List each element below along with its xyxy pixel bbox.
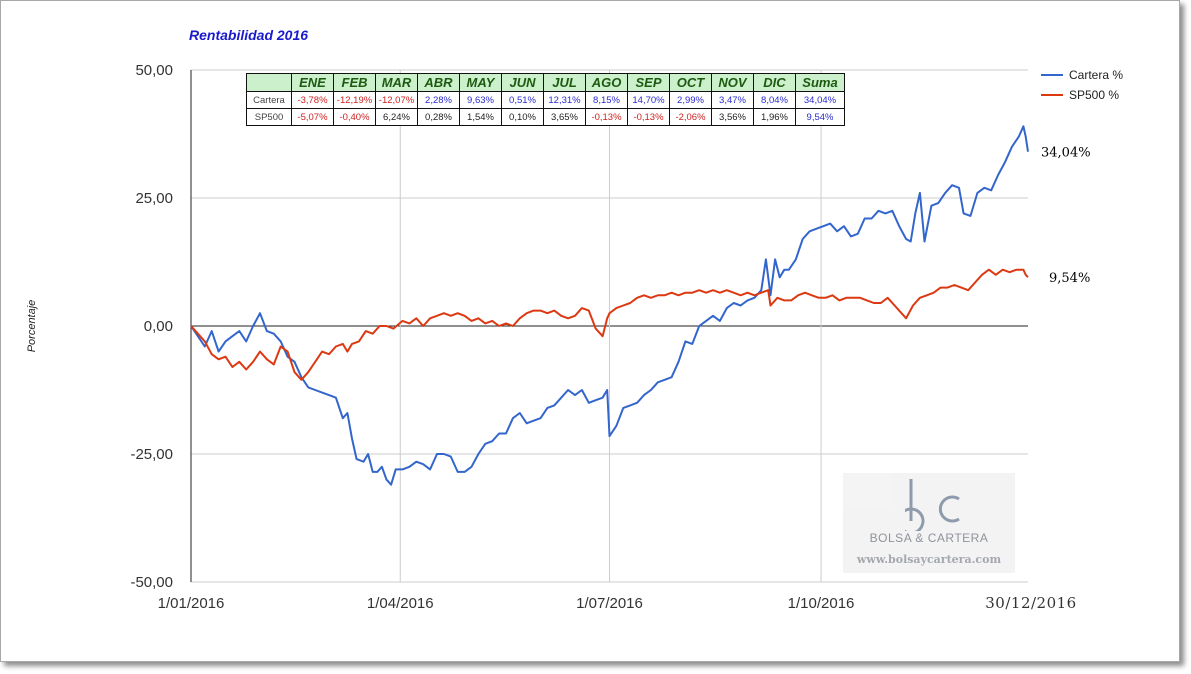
table-header-cell: MAY (459, 73, 502, 92)
table-header-cell: ENE (291, 73, 334, 92)
table-row: SP500 -5,07% -0,40% 6,24% 0,28% 1,54% 0,10% 3,6… (246, 108, 845, 126)
series-line-sp500 (190, 268, 1029, 381)
table-cell: 1,54% (459, 108, 502, 126)
legend: Cartera % SP500 % (1041, 68, 1123, 102)
table-cell: -0,40% (333, 108, 376, 126)
table-row: Cartera -3,78% -12,19% -12,07% 2,28% 9,63% 0,5… (246, 91, 845, 109)
end-value-label: 9,54% (1049, 271, 1090, 286)
legend-label: SP500 % (1069, 88, 1119, 102)
y-tick-label: 50,00 (135, 62, 173, 79)
axes: 50,00 25,00 0,00 -25,00 -50,00 1/01/2016 1/04/… (130, 62, 1076, 612)
series-lines (190, 125, 1029, 486)
table-header-cell: JUL (543, 73, 586, 92)
chart-frame: Rentabilidad 2016 Porcentaje 50,00 25,00 0… (0, 0, 1180, 662)
table-header-cell: SEP (627, 73, 670, 92)
monthly-returns-table: ENE FEB MAR ABR MAY JUN JUL AGO SEP OCT NOV DIC Suma… (246, 73, 845, 126)
x-tick-label: 1/01/2016 (158, 595, 225, 612)
table-cell: 14,70% (627, 91, 670, 109)
table-corner-cell (246, 73, 292, 92)
table-cell: 0,28% (417, 108, 460, 126)
chart-title: Rentabilidad 2016 (189, 27, 308, 43)
grid (191, 69, 1028, 583)
table-cell: 1,96% (753, 108, 796, 126)
end-value-label: 34,04% (1041, 146, 1091, 161)
table-header-cell: AGO (585, 73, 628, 92)
table-header-cell: FEB (333, 73, 376, 92)
table-cell: 3,56% (711, 108, 754, 126)
table-header-cell: NOV (711, 73, 754, 92)
table-row-label: Cartera (246, 91, 292, 109)
table-header-row: ENE FEB MAR ABR MAY JUN JUL AGO SEP OCT NOV DIC Suma (246, 73, 845, 92)
table-cell: 0,51% (501, 91, 544, 109)
line-chart: Rentabilidad 2016 Porcentaje 50,00 25,00 0… (26, 27, 1123, 612)
table-header-cell: JUN (501, 73, 544, 92)
y-tick-label: 0,00 (144, 318, 173, 335)
bc-logo-icon (905, 479, 960, 531)
y-tick-label: -50,00 (130, 574, 173, 591)
x-tick-label: 1/04/2016 (367, 595, 434, 612)
table-cell: -0,13% (627, 108, 670, 126)
table-row-label: SP500 (246, 108, 292, 126)
table-cell: 8,04% (753, 91, 796, 109)
bolsa-cartera-watermark: BOLSA & CARTERA www.bolsaycartera.com (843, 473, 1015, 573)
table-cell: 8,15% (585, 91, 628, 109)
table-cell: 3,47% (711, 91, 754, 109)
table-cell: 9,63% (459, 91, 502, 109)
table-cell: 3,65% (543, 108, 586, 126)
table-cell: -12,19% (333, 91, 376, 109)
x-tick-label: 30/12/2016 (985, 594, 1076, 612)
y-tick-label: 25,00 (135, 190, 173, 207)
table-cell: 2,99% (669, 91, 712, 109)
table-cell: 6,24% (375, 108, 418, 126)
table-cell: -2,06% (669, 108, 712, 126)
end-labels: 34,04% 9,54% (1041, 146, 1091, 286)
table-cell: 0,10% (501, 108, 544, 126)
table-cell: 9,54% (795, 108, 845, 126)
legend-label: Cartera % (1069, 68, 1123, 82)
table-cell: -12,07% (375, 91, 418, 109)
y-axis-label: Porcentaje (26, 300, 38, 353)
x-tick-label: 1/07/2016 (576, 595, 643, 612)
table-header-cell: DIC (753, 73, 796, 92)
x-tick-label: 1/10/2016 (788, 595, 855, 612)
watermark-url: www.bolsaycartera.com (856, 553, 1002, 566)
table-cell: -3,78% (291, 91, 334, 109)
table-header-cell: ABR (417, 73, 460, 92)
table-header-cell: OCT (669, 73, 712, 92)
watermark-brand: BOLSA & CARTERA (869, 531, 989, 545)
table-header-cell: Suma (795, 73, 845, 92)
series-line-cartera (190, 125, 1029, 486)
table-cell: -0,13% (585, 108, 628, 126)
table-cell: 34,04% (795, 91, 845, 109)
table-cell: 12,31% (543, 91, 586, 109)
table-cell: -5,07% (291, 108, 334, 126)
table-header-cell: MAR (375, 73, 418, 92)
table-cell: 2,28% (417, 91, 460, 109)
y-tick-label: -25,00 (130, 446, 173, 463)
